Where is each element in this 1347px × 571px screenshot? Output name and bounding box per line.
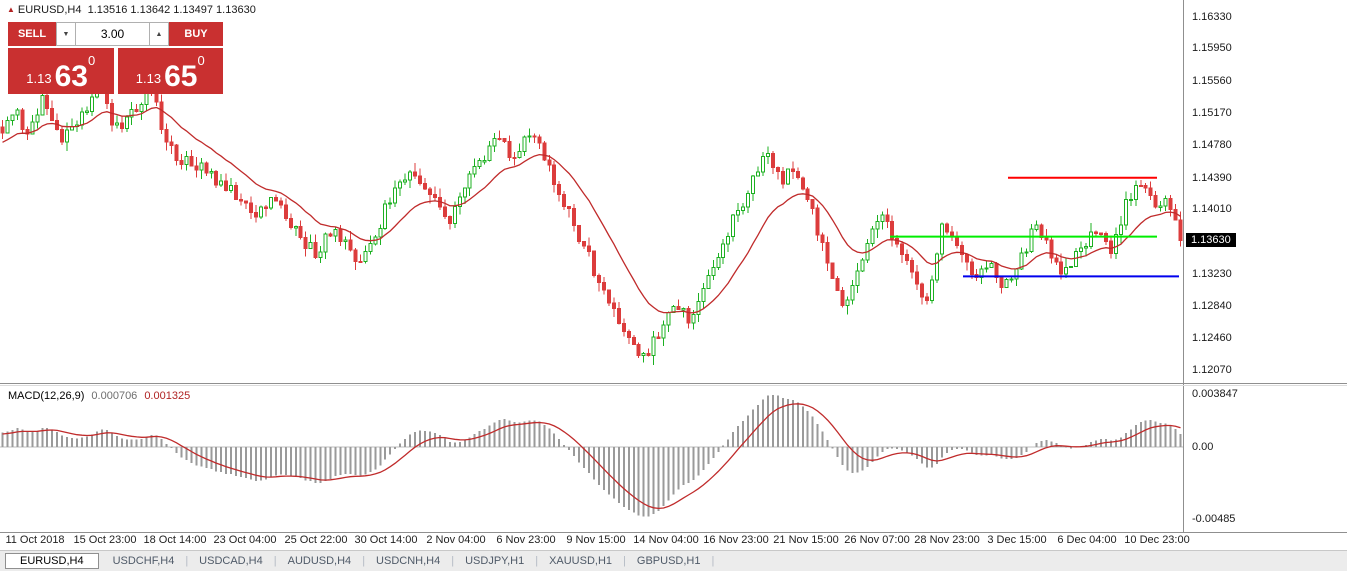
time-axis-label: 9 Nov 15:00 [566,534,626,546]
sell-price-prefix: 1.13 [26,71,52,86]
time-axis-label: 23 Oct 04:00 [213,534,277,546]
time-axis-label: 10 Dec 23:00 [1124,534,1190,546]
price-axis-label: 1.14390 [1192,172,1232,184]
time-axis-label: 14 Nov 04:00 [633,534,699,546]
time-axis-label: 11 Oct 2018 [5,534,65,546]
time-axis-label: 25 Oct 22:00 [284,534,348,546]
price-axis-label: 1.15170 [1192,107,1232,119]
tab-usdchf-h4[interactable]: USDCHF,H4 [112,555,175,567]
macd-axis-label: -0.00485 [1192,513,1236,525]
price-axis-label: 1.12840 [1192,300,1232,312]
time-axis-label: 30 Oct 14:00 [354,534,418,546]
volume-input[interactable]: 3.00 [76,22,149,46]
ohlc-info: ▲ EURUSD,H4 1.13516 1.13642 1.13497 1.136… [7,4,256,16]
volume-decrease-button[interactable]: ▼ [56,22,76,46]
price-axis-label: 1.15950 [1192,42,1232,54]
current-price-badge: 1.13630 [1186,233,1236,247]
axis-separator-vertical [1183,0,1184,532]
chevron-down-icon: ▼ [62,30,70,38]
macd-label: MACD(12,26,9) 0.000706 0.001325 [8,390,190,402]
price-axis-label: 1.13230 [1192,268,1232,280]
macd-axis-label: 0.003847 [1192,388,1238,400]
tab-usdcnh-h4[interactable]: USDCNH,H4 [376,555,441,567]
price-axis-label: 1.16330 [1192,11,1232,23]
chart-macd-separator[interactable] [0,383,1347,384]
volume-increase-button[interactable]: ▲ [149,22,169,46]
time-axis-label: 3 Dec 15:00 [987,534,1047,546]
chart-tab-bar: EURUSD,H4 USDCHF,H4 | USDCAD,H4 | AUDUSD,H4 | U… [0,550,1347,571]
price-chart[interactable] [0,0,1183,383]
time-axis: 11 Oct 2018 15 Oct 23:00 18 Oct 14:00 23 Oc… [0,534,1347,550]
tab-usdcad-h4[interactable]: USDCAD,H4 [199,555,263,567]
macd-axis: 0.003847 0.00 -0.00485 [1184,386,1347,532]
sell-button[interactable]: SELL [8,22,56,46]
macd-main-value: 0.000706 [91,390,138,402]
buy-price-button[interactable]: 1.13 65 0 [117,48,223,94]
macd-axis-label: 0.00 [1192,441,1214,453]
sell-price-big: 63 [54,59,88,93]
macd-timeaxis-separator [0,532,1347,533]
time-axis-label: 6 Dec 04:00 [1057,534,1117,546]
price-axis: 1.13630 1.16330 1.15950 1.15560 1.15170 1.14… [1184,0,1347,383]
time-axis-label: 26 Nov 07:00 [844,534,910,546]
tab-xauusd-h1[interactable]: XAUUSD,H1 [549,555,613,567]
buy-price-prefix: 1.13 [135,71,162,86]
price-axis-label: 1.12460 [1192,332,1232,344]
tab-eurusd-h4[interactable]: EURUSD,H4 [5,553,99,569]
time-axis-label: 6 Nov 23:00 [496,534,556,546]
tab-separator: | [451,555,455,567]
price-axis-label: 1.15560 [1192,75,1232,87]
time-axis-label: 18 Oct 14:00 [143,534,207,546]
chevron-up-icon: ▲ [155,30,163,38]
buy-price-big: 65 [164,59,198,93]
price-axis-label: 1.12070 [1192,364,1232,376]
time-axis-label: 16 Nov 23:00 [703,534,769,546]
tab-audusd-h4[interactable]: AUDUSD,H4 [287,555,352,567]
macd-signal-value: 0.001325 [144,390,191,402]
buy-price-sup: 0 [197,53,205,68]
macd-name: MACD(12,26,9) [8,390,85,402]
time-axis-label: 21 Nov 15:00 [773,534,839,546]
tab-separator: | [535,555,539,567]
tab-usdjpy-h1[interactable]: USDJPY,H1 [465,555,525,567]
tab-separator: | [185,555,189,567]
symbol-ohlc-text: EURUSD,H4 1.13516 1.13642 1.13497 1.1363… [17,4,256,16]
tab-separator: | [362,555,366,567]
sell-price-sup: 0 [87,53,96,68]
price-axis-label: 1.14010 [1192,203,1232,215]
price-axis-label: 1.14780 [1192,139,1232,151]
time-axis-label: 2 Nov 04:00 [426,534,486,546]
time-axis-label: 28 Nov 23:00 [914,534,980,546]
tab-gbpusd-h1[interactable]: GBPUSD,H1 [636,555,701,567]
chart-macd-separator-light [0,385,1347,386]
tab-separator: | [623,555,626,567]
symbol-direction-icon: ▲ [7,5,15,14]
macd-indicator[interactable] [0,386,1183,532]
one-click-trading-panel: SELL ▼ 3.00 ▲ BUY 1.13 63 0 1.13 65 0 [8,22,223,94]
sell-price-button[interactable]: 1.13 63 0 [8,48,114,94]
tab-separator: | [273,555,277,567]
time-axis-label: 15 Oct 23:00 [73,534,137,546]
tab-separator: | [711,555,715,567]
buy-button[interactable]: BUY [169,22,223,46]
